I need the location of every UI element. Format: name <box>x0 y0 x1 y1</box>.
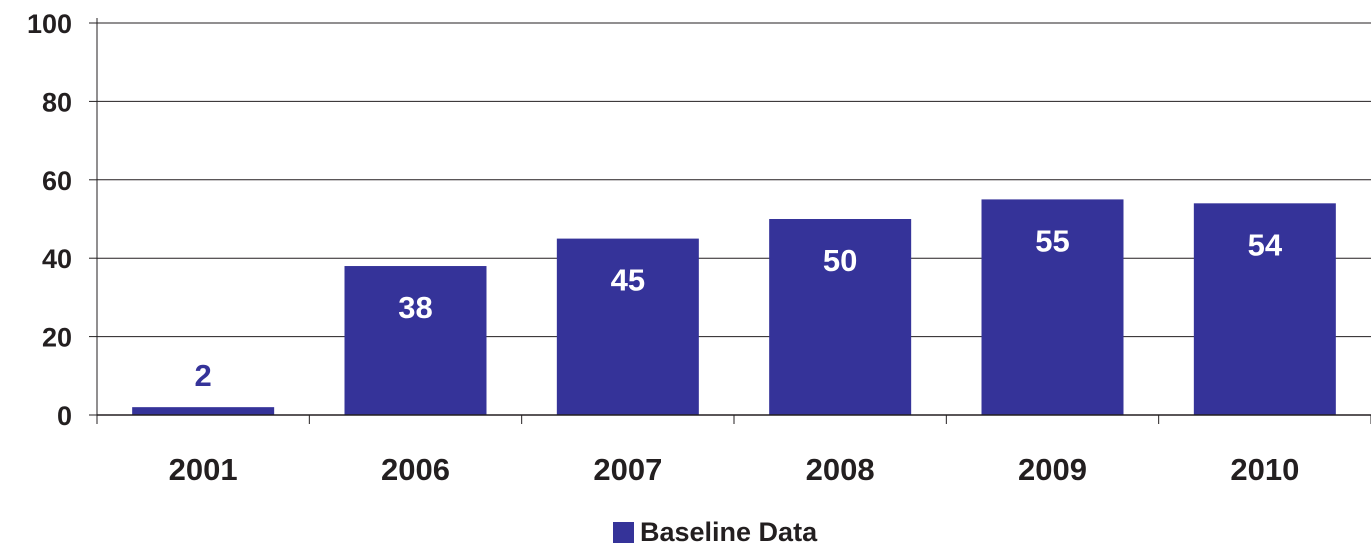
x-tick-label-2007: 2007 <box>593 452 662 487</box>
legend-label-baseline: Baseline Data <box>640 517 818 547</box>
y-tick-label-20: 20 <box>42 323 72 353</box>
data-label-2007: 45 <box>611 263 645 298</box>
data-label-2008: 50 <box>823 243 857 278</box>
data-label-2001: 2 <box>195 358 212 393</box>
y-tick-label-60: 60 <box>42 166 72 196</box>
x-tick-label-2010: 2010 <box>1230 452 1299 487</box>
data-labels: 2 38 45 50 55 54 <box>195 223 1283 393</box>
bar-2006 <box>344 266 487 415</box>
legend-swatch-baseline <box>613 521 634 543</box>
bar-2009 <box>981 199 1124 415</box>
data-label-2006: 38 <box>398 290 432 325</box>
bar-2010 <box>1193 203 1336 415</box>
legend: Baseline Data <box>613 517 817 547</box>
data-label-2010: 54 <box>1248 227 1283 262</box>
y-tick-label-0: 0 <box>57 401 72 431</box>
x-tick-label-2006: 2006 <box>381 452 450 487</box>
x-tick-label-2008: 2008 <box>806 452 875 487</box>
bar-2007 <box>556 238 699 415</box>
x-tick-label-2001: 2001 <box>169 452 238 487</box>
bar-2008 <box>769 219 912 415</box>
x-tick-label-2009: 2009 <box>1018 452 1087 487</box>
y-tick-label-100: 100 <box>27 9 72 39</box>
y-tick-label-40: 40 <box>42 244 72 274</box>
data-label-2009: 55 <box>1035 223 1069 258</box>
bar-2001 <box>132 407 275 415</box>
y-tick-label-80: 80 <box>42 87 72 117</box>
gridlines <box>97 22 1371 338</box>
axes: 0 20 40 60 80 100 2001 2006 2007 2008 2009 2010 <box>27 9 1371 487</box>
bars <box>132 199 1336 415</box>
